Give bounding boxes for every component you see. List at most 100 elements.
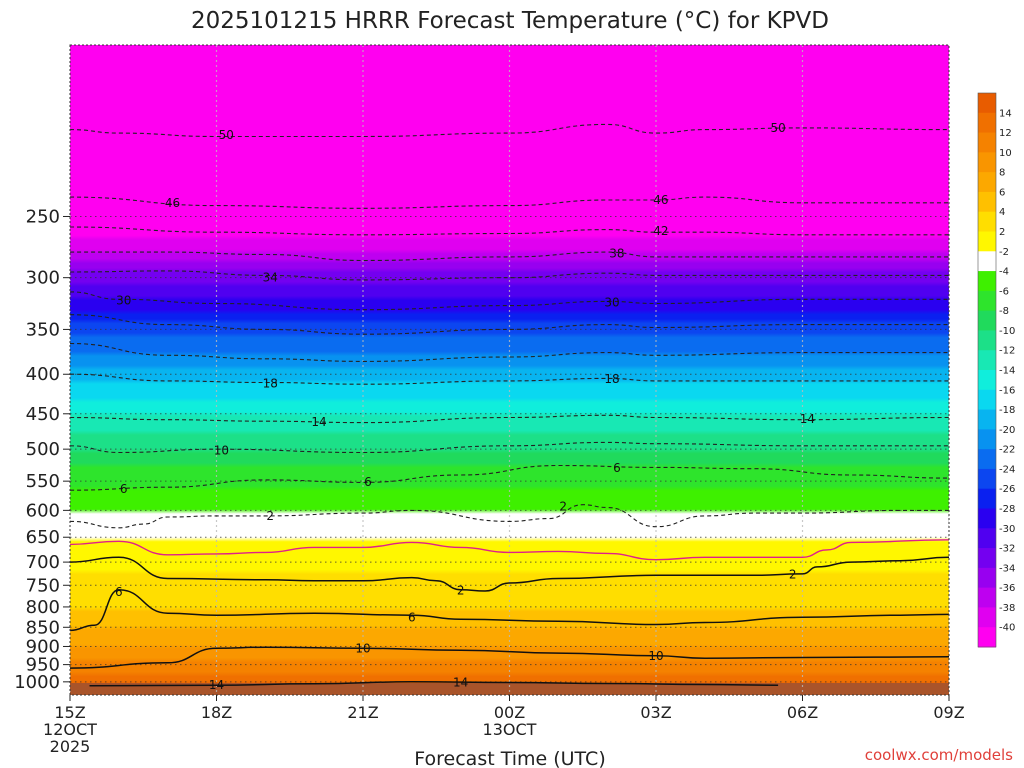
- contour-label: 46: [653, 193, 668, 207]
- contour-line: [70, 588, 949, 632]
- colorbar-swatch: [978, 627, 996, 648]
- contour-line: [70, 196, 949, 209]
- colorbar-swatch: [978, 112, 996, 134]
- colorbar-label: -4: [999, 267, 1009, 278]
- y-tick-label: 750: [26, 575, 60, 596]
- y-tick-label: 250: [26, 206, 60, 227]
- colorbar-swatch: [978, 607, 996, 628]
- colorbar-label: -30: [999, 524, 1015, 535]
- x-tick-label: 2025: [50, 737, 91, 756]
- contour-label: 2: [457, 584, 465, 598]
- y-tick-label: 650: [26, 527, 60, 548]
- colorbar-swatch: [978, 191, 996, 213]
- contour-line: [70, 504, 949, 529]
- contour-line: [70, 270, 949, 281]
- x-tick-label: 18Z: [201, 703, 232, 722]
- contour-label: 14: [800, 412, 815, 426]
- x-tick-label: 06Z: [787, 703, 818, 722]
- contour-label: 18: [263, 376, 278, 390]
- colorbar-label: -20: [999, 425, 1015, 436]
- y-tick-label: 550: [26, 471, 60, 492]
- contour-label: 34: [263, 271, 278, 285]
- colorbar-swatch: [978, 370, 996, 391]
- x-tick-label: 13OCT: [483, 720, 537, 739]
- y-tick-label: 450: [26, 404, 60, 425]
- colorbar-label: 4: [999, 207, 1005, 218]
- colorbar-label: -2: [999, 247, 1009, 258]
- contour-label: 30: [116, 293, 131, 307]
- colorbar-swatch: [978, 330, 996, 351]
- colorbar-swatch: [978, 449, 996, 470]
- colorbar-swatch: [978, 508, 996, 529]
- contour-label: 30: [604, 295, 619, 309]
- y-tick-label: 800: [26, 597, 60, 618]
- contour-line: [70, 373, 949, 385]
- y-tick-label: 500: [26, 439, 60, 460]
- colorbar-label: -24: [999, 464, 1015, 475]
- x-tick-label: 00Z: [494, 703, 525, 722]
- x-tick-label: 09Z: [933, 703, 964, 722]
- chart-title: 2025101215 HRRR Forecast Temperature (°C…: [191, 8, 829, 34]
- colorbar-label: -34: [999, 563, 1015, 574]
- contour-label: 6: [613, 461, 621, 475]
- contour-label: 6: [408, 611, 416, 625]
- colorbar-swatch: [978, 271, 996, 292]
- y-tick-label: 1000: [14, 672, 60, 693]
- colorbar-label: -16: [999, 385, 1015, 396]
- x-tick-label: 15Z: [54, 703, 85, 722]
- colorbar-label: 10: [999, 148, 1012, 159]
- contour-label: 18: [604, 372, 619, 386]
- contour-label: 14: [209, 678, 224, 692]
- colorbar-label: -40: [999, 623, 1015, 634]
- contour-line: [89, 681, 779, 687]
- contour-label: 10: [648, 649, 663, 663]
- colorbar-swatch: [978, 389, 996, 411]
- contour-line: [70, 539, 949, 561]
- colorbar-swatch: [978, 310, 996, 331]
- colorbar-label: 14: [999, 108, 1012, 119]
- colorbar-frame: [977, 92, 997, 648]
- colorbar-swatch: [978, 152, 996, 173]
- contour-label: 46: [165, 196, 180, 210]
- credit-link[interactable]: coolwx.com/models: [865, 746, 1013, 764]
- isotherm-contours: [70, 123, 949, 687]
- x-tick-label: 12OCT: [43, 720, 97, 739]
- contour-label: 10: [355, 641, 370, 655]
- contour-label: 50: [770, 121, 785, 135]
- contour-label: 2: [789, 567, 797, 581]
- contour-label: 10: [214, 443, 229, 457]
- colorbar: 14 12 10 8 6 4 2 -2 -4 -6 -8 -10 -12 -14 -16 -18 -20 -22 -…: [977, 92, 1015, 648]
- colorbar-label: -6: [999, 286, 1009, 297]
- contour-line: [70, 414, 949, 424]
- colorbar-label: -28: [999, 504, 1015, 515]
- contour-label: 6: [120, 482, 128, 496]
- contour-line: [70, 123, 949, 138]
- contour-label: 42: [653, 224, 668, 238]
- y-tick-label: 300: [26, 268, 60, 289]
- colorbar-label: 2: [999, 227, 1005, 238]
- y-tick-label: 600: [26, 500, 60, 521]
- y-tick-label: 900: [26, 636, 60, 657]
- colorbar-swatch: [978, 409, 996, 430]
- colorbar-swatch: [978, 172, 996, 193]
- contour-line: [70, 342, 949, 362]
- contour-label: 2: [266, 509, 274, 523]
- colorbar-swatch: [978, 132, 996, 153]
- y-tick-label: 850: [26, 617, 60, 638]
- colorbar-swatch: [978, 350, 996, 371]
- ground-band: [70, 683, 949, 695]
- contour-line: [70, 556, 949, 592]
- colorbar-label: -10: [999, 326, 1015, 337]
- y-tick-label: 700: [26, 552, 60, 573]
- colorbar-label: -14: [999, 366, 1015, 377]
- contour-line: [70, 314, 949, 335]
- contour-line: [70, 646, 949, 669]
- colorbar-label: -8: [999, 306, 1009, 317]
- colorbar-swatch: [978, 548, 996, 569]
- colorbar-swatch: [978, 567, 996, 589]
- contour-line: [70, 291, 949, 311]
- contour-line: [70, 464, 949, 491]
- colorbar-swatch: [978, 429, 996, 450]
- contour-line: [70, 226, 949, 236]
